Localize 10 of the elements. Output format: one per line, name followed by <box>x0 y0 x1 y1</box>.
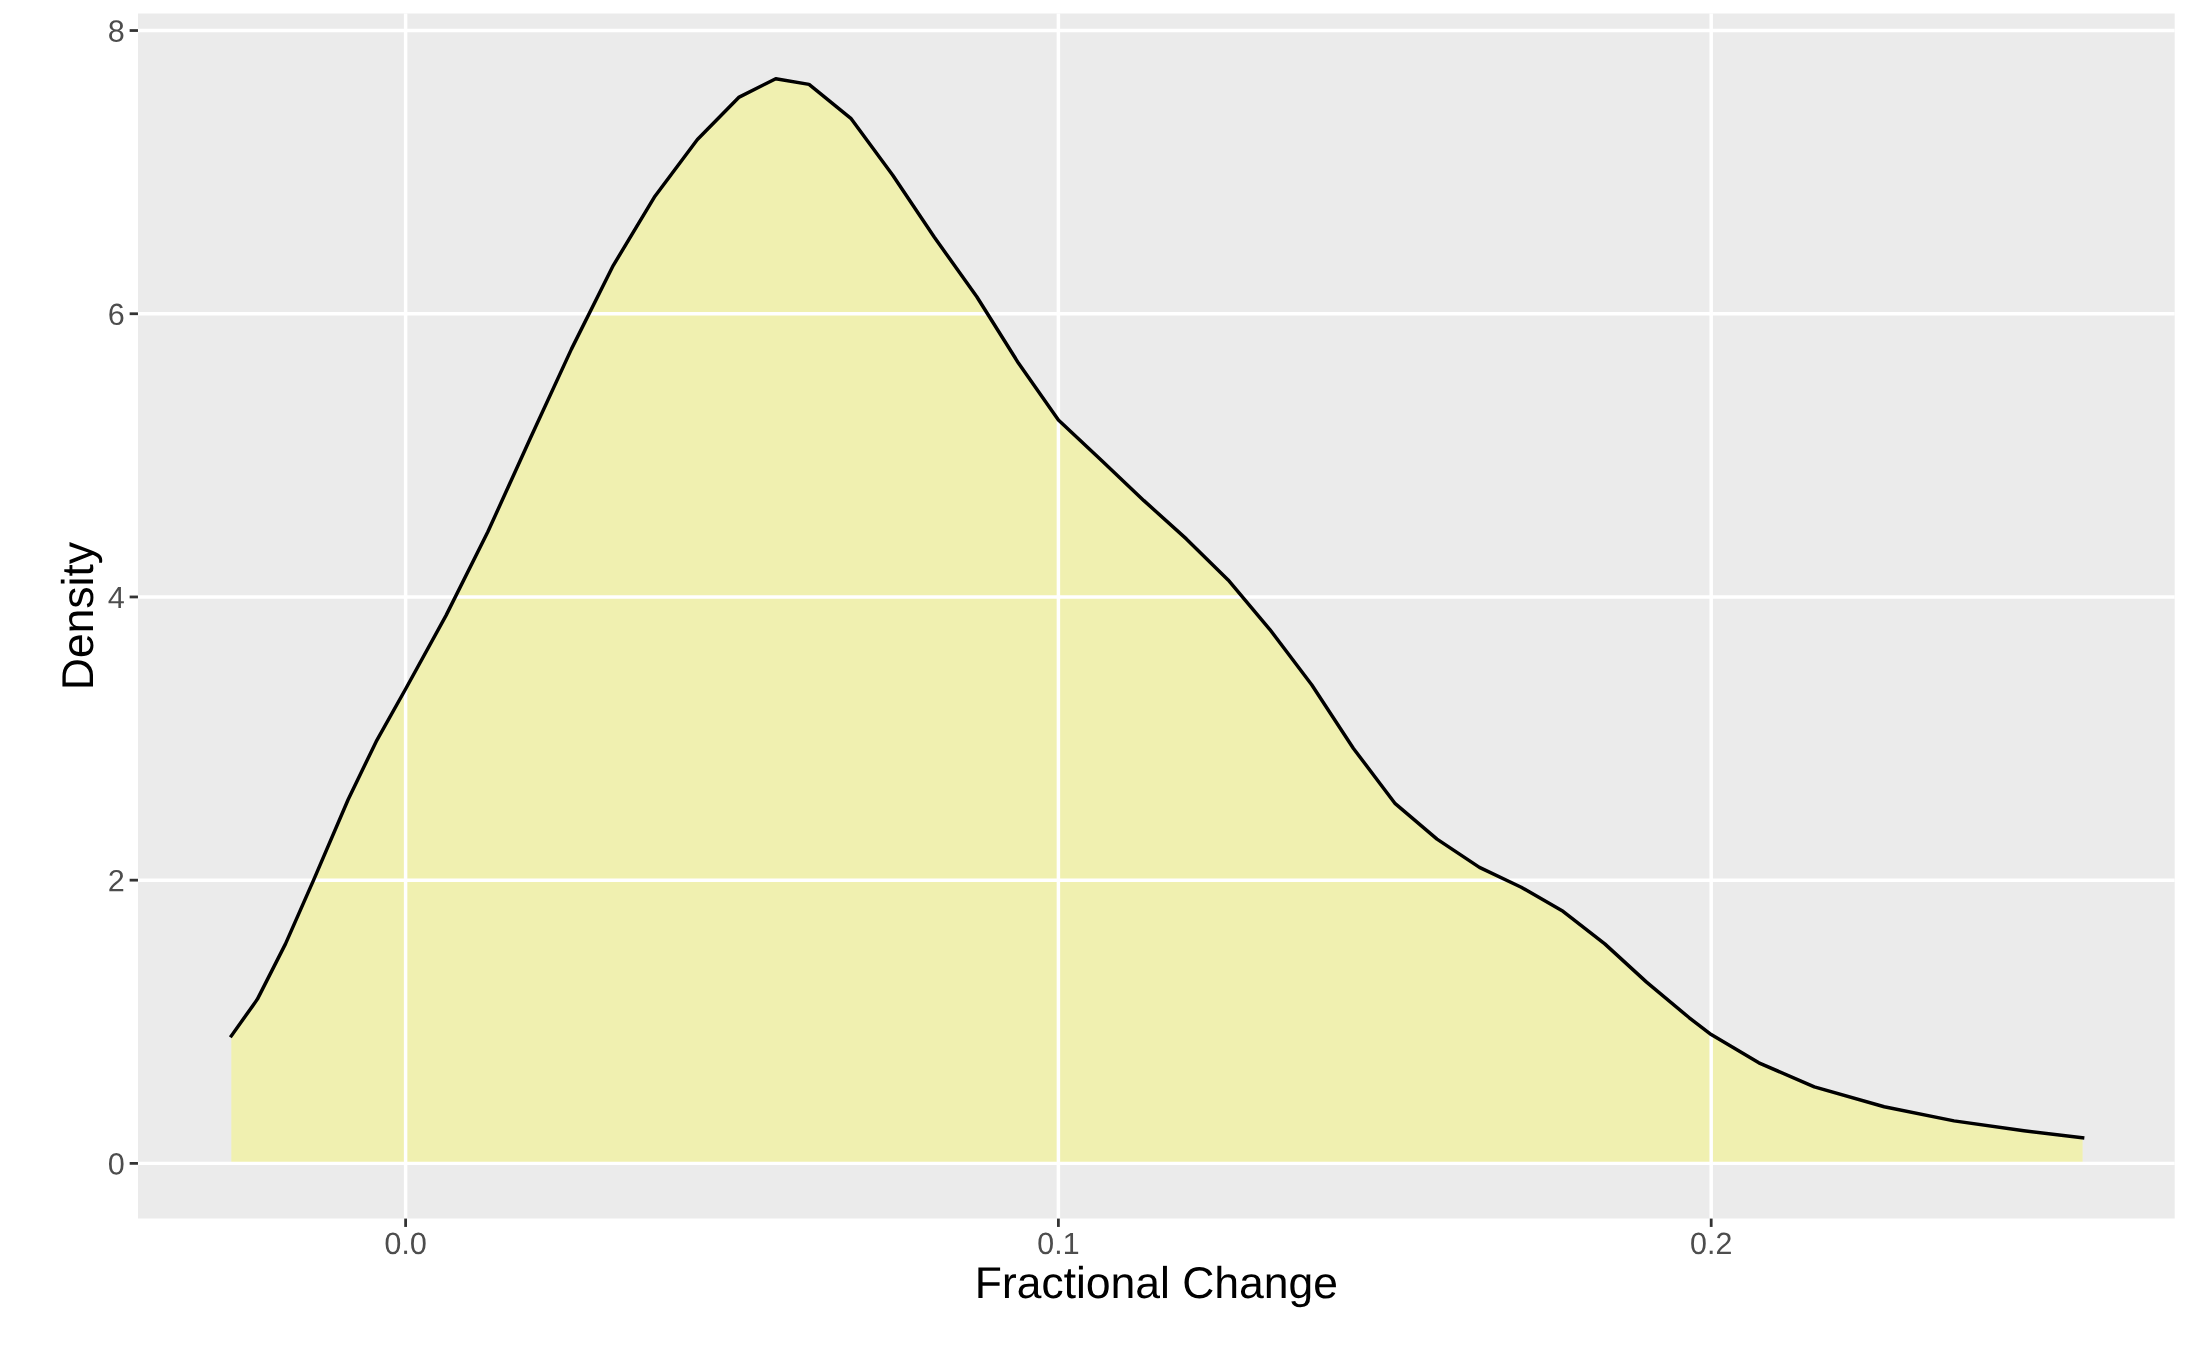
x-axis-title: Fractional Change <box>978 1265 1336 1308</box>
y-tick-label: 8 <box>109 20 124 42</box>
y-tick-label: 0 <box>108 1153 124 1175</box>
y-tick-label: 2 <box>109 869 124 892</box>
x-tick-label: 0.0 <box>385 1232 426 1255</box>
y-tick-label: 6 <box>109 303 124 326</box>
x-tick-label: 0.1 <box>1038 1232 1079 1255</box>
y-axis-title: Density <box>60 542 103 687</box>
x-tick-label: 0.2 <box>1691 1232 1731 1255</box>
y-tick-label: 4 <box>108 587 124 609</box>
